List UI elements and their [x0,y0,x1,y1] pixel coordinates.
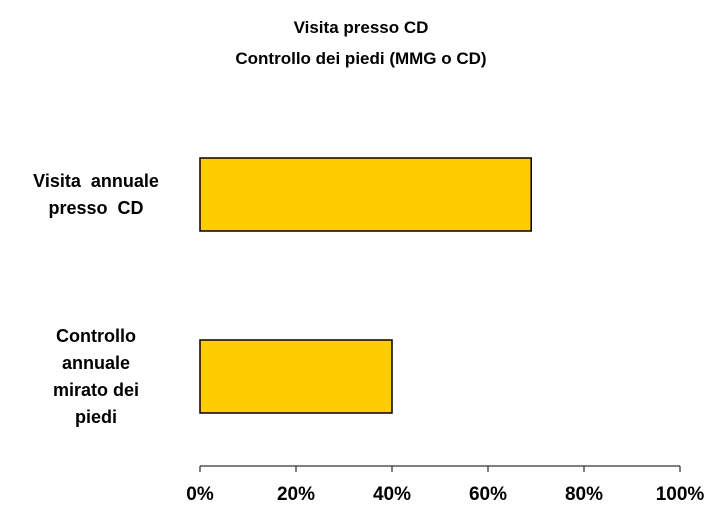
chart-title: Visita presso CD [294,18,429,37]
category-label-line: piedi [75,407,117,427]
category-label-2: Controllo annuale mirato dei piedi [53,326,139,427]
bar-2 [199,339,393,414]
x-tick-label: 80% [565,484,603,505]
x-tick-label: 100% [656,484,705,505]
category-label-line: mirato dei [53,380,139,400]
chart-subtitle: Controllo dei piedi (MMG o CD) [235,49,486,68]
category-labels: Visita annuale presso CD Controllo annuale m… [33,171,159,427]
x-axis: 0% 20% 40% 60% 80% 100% [186,465,705,505]
bar-1 [199,157,532,232]
bars-group [199,157,532,414]
x-tick-label: 60% [469,484,507,505]
x-tick-label: 40% [373,484,411,505]
category-label-line: Controllo [56,326,136,346]
x-tick-label: 0% [186,484,214,505]
category-label-1: Visita annuale presso CD [33,171,159,218]
category-label-line: Visita annuale [33,171,159,191]
x-tick-label: 20% [277,484,315,505]
category-label-line: presso CD [48,198,143,218]
category-label-line: annuale [62,353,130,373]
